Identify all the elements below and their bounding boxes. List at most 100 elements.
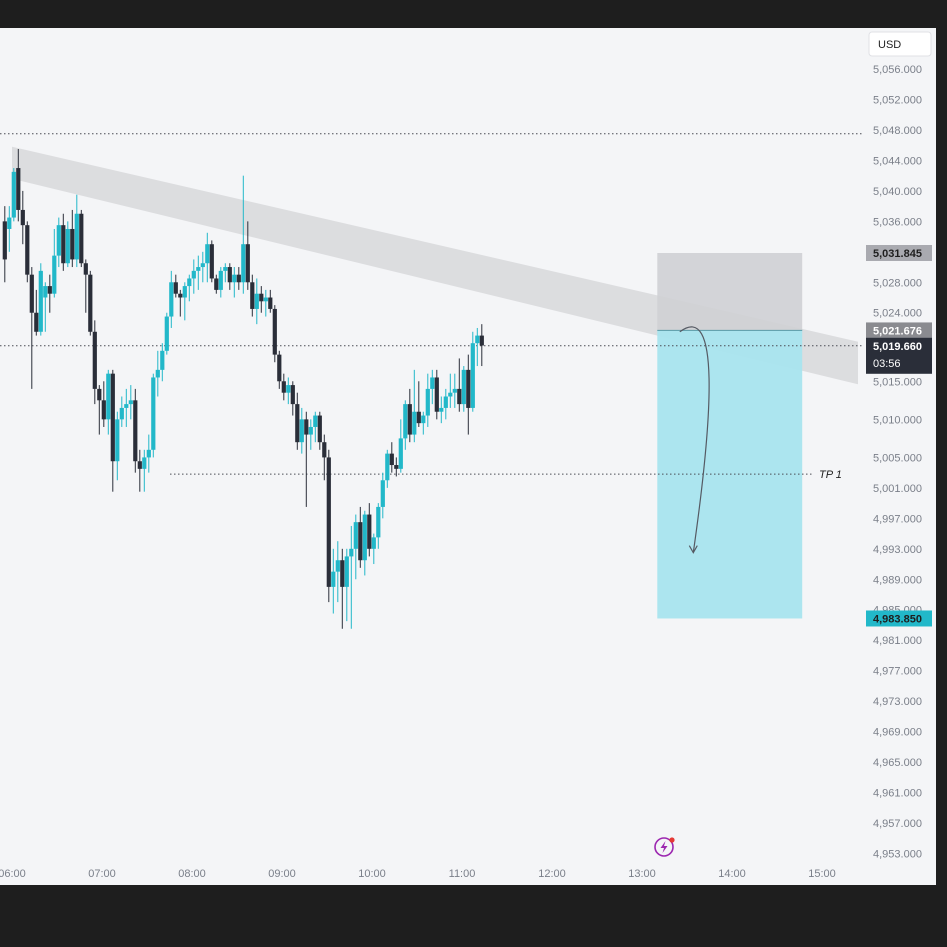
candle[interactable] <box>209 240 214 283</box>
candle[interactable] <box>25 221 30 283</box>
candle[interactable] <box>241 175 246 294</box>
candle[interactable] <box>173 274 178 298</box>
projection-arrow[interactable] <box>679 326 710 553</box>
candle[interactable] <box>421 411 426 435</box>
candle[interactable] <box>461 366 466 412</box>
candle[interactable] <box>16 149 21 222</box>
candle[interactable] <box>56 217 61 268</box>
candle[interactable] <box>205 232 210 283</box>
candle[interactable] <box>452 373 457 408</box>
candle[interactable] <box>74 194 79 268</box>
price-axis-panel[interactable] <box>866 28 936 885</box>
candle[interactable] <box>52 228 57 298</box>
candle[interactable] <box>223 263 228 283</box>
candle[interactable] <box>403 400 408 450</box>
candle[interactable] <box>331 548 336 614</box>
candle[interactable] <box>412 369 417 443</box>
candle[interactable] <box>11 168 16 222</box>
candle[interactable] <box>214 274 219 294</box>
candle[interactable] <box>83 259 88 313</box>
candle[interactable] <box>182 282 187 321</box>
candle[interactable] <box>376 503 381 549</box>
candle[interactable] <box>2 206 7 283</box>
candle[interactable] <box>128 385 133 420</box>
candle[interactable] <box>439 396 444 424</box>
currency-selector[interactable]: USD <box>868 31 932 57</box>
candle[interactable] <box>317 411 322 450</box>
candle[interactable] <box>353 514 358 580</box>
candle[interactable] <box>178 289 183 317</box>
candle[interactable] <box>407 388 412 443</box>
candle[interactable] <box>115 411 120 481</box>
entry-price-badge[interactable]: 5,021.676 <box>866 322 932 339</box>
candle[interactable] <box>308 419 313 450</box>
candle[interactable] <box>479 324 484 367</box>
candle[interactable] <box>434 369 439 420</box>
candle[interactable] <box>133 388 138 473</box>
candle[interactable] <box>322 434 327 481</box>
candle[interactable] <box>290 381 295 416</box>
candle[interactable] <box>137 449 142 492</box>
candle[interactable] <box>326 449 331 603</box>
candle[interactable] <box>191 259 196 294</box>
candle[interactable] <box>344 548 349 622</box>
candle[interactable] <box>151 373 156 458</box>
candle[interactable] <box>236 267 241 290</box>
candle[interactable] <box>196 255 201 290</box>
candle[interactable] <box>47 274 52 313</box>
target-price-badge[interactable]: 4,983.850 <box>866 610 932 627</box>
candle[interactable] <box>155 350 160 397</box>
candle[interactable] <box>254 278 259 325</box>
candle[interactable] <box>38 263 43 336</box>
candle[interactable] <box>466 354 471 435</box>
candle[interactable] <box>286 377 291 405</box>
candle[interactable] <box>92 320 97 405</box>
candle[interactable] <box>380 472 385 519</box>
candle[interactable] <box>398 419 403 473</box>
candle[interactable] <box>443 388 448 420</box>
candle[interactable] <box>389 442 394 473</box>
candle[interactable] <box>43 282 48 332</box>
candle[interactable] <box>394 457 399 477</box>
candle[interactable] <box>304 411 309 507</box>
stop-loss-zone[interactable] <box>657 253 803 331</box>
candle[interactable] <box>101 381 106 427</box>
candle[interactable] <box>88 270 93 336</box>
candle[interactable] <box>362 510 367 576</box>
candle[interactable] <box>245 221 250 290</box>
candle[interactable] <box>371 533 376 565</box>
candle[interactable] <box>200 251 205 283</box>
candle[interactable] <box>425 373 430 427</box>
candle[interactable] <box>227 263 232 290</box>
candle[interactable] <box>250 274 255 317</box>
candle[interactable] <box>232 267 237 298</box>
candle[interactable] <box>65 221 70 268</box>
candle[interactable] <box>281 373 286 401</box>
candle[interactable] <box>340 548 345 629</box>
candle[interactable] <box>457 358 462 412</box>
descending-channel[interactable] <box>12 146 858 385</box>
candle[interactable] <box>110 369 115 492</box>
candle[interactable] <box>335 541 340 603</box>
candle[interactable] <box>142 449 147 492</box>
candle[interactable] <box>146 434 151 473</box>
candle[interactable] <box>218 267 223 298</box>
candle[interactable] <box>277 350 282 389</box>
candle[interactable] <box>29 267 34 389</box>
candle[interactable] <box>20 190 25 245</box>
candle[interactable] <box>79 209 84 268</box>
candle[interactable] <box>259 286 264 313</box>
candle[interactable] <box>97 385 102 435</box>
candle[interactable] <box>187 274 192 302</box>
candle[interactable] <box>385 449 390 488</box>
candle[interactable] <box>416 381 421 427</box>
candle[interactable] <box>367 503 372 557</box>
candle[interactable] <box>470 331 475 412</box>
candle[interactable] <box>119 396 124 427</box>
stop-price-badge[interactable]: 5,031.845 <box>866 245 932 261</box>
candle[interactable] <box>7 206 12 252</box>
candle[interactable] <box>268 289 273 313</box>
candle[interactable] <box>313 411 318 443</box>
candle[interactable] <box>358 506 363 568</box>
candle[interactable] <box>299 407 304 454</box>
